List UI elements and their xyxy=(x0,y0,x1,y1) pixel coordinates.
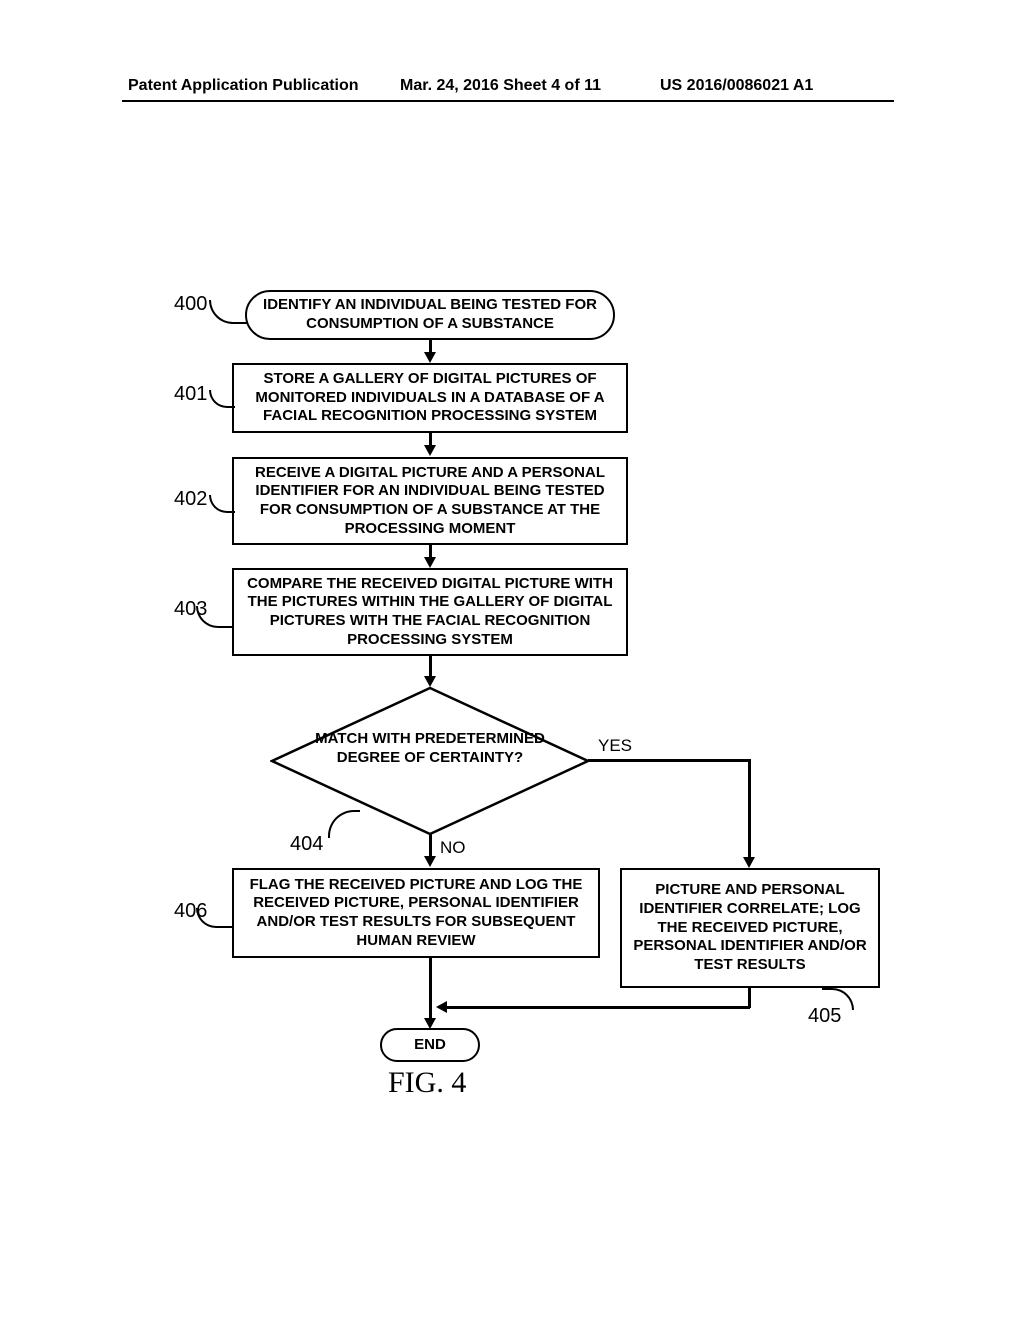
figure-caption: FIG. 4 xyxy=(388,1066,466,1100)
arrow-405-join xyxy=(436,1001,447,1013)
label-400: 400 xyxy=(174,293,207,316)
arrow-400-401 xyxy=(424,352,436,363)
node-406-text: FLAG THE RECEIVED PICTURE AND LOG THE RE… xyxy=(240,876,592,951)
node-400-text: IDENTIFY AN INDIVIDUAL BEING TESTED FOR … xyxy=(253,296,607,334)
node-406: FLAG THE RECEIVED PICTURE AND LOG THE RE… xyxy=(232,868,600,958)
header-right: US 2016/0086021 A1 xyxy=(660,77,813,95)
callout-401 xyxy=(209,390,235,408)
label-401: 401 xyxy=(174,383,207,406)
node-402-text: RECEIVE A DIGITAL PICTURE AND A PERSONAL… xyxy=(240,464,620,539)
edge-404-405-v xyxy=(748,759,751,859)
node-end: END xyxy=(380,1028,480,1062)
arrow-402-403 xyxy=(424,557,436,568)
edge-406-end xyxy=(429,958,432,1020)
label-404: 404 xyxy=(290,833,323,856)
edge-404-405-h xyxy=(588,759,748,762)
edge-405-end-h xyxy=(445,1006,750,1009)
node-402: RECEIVE A DIGITAL PICTURE AND A PERSONAL… xyxy=(232,457,628,545)
edge-403-404 xyxy=(429,656,432,678)
node-end-text: END xyxy=(414,1036,446,1055)
page: Patent Application Publication Mar. 24, … xyxy=(0,0,1024,1320)
label-no: NO xyxy=(440,838,466,858)
arrow-401-402 xyxy=(424,445,436,456)
arrow-404-406 xyxy=(424,856,436,867)
callout-400 xyxy=(209,300,247,324)
edge-405-end-v xyxy=(748,988,751,1008)
node-401-text: STORE A GALLERY OF DIGITAL PICTURES OF M… xyxy=(240,370,620,426)
callout-402 xyxy=(209,495,235,513)
node-405: PICTURE AND PERSONAL IDENTIFIER CORRELAT… xyxy=(620,868,880,988)
header-rule xyxy=(122,100,894,102)
header-center: Mar. 24, 2016 Sheet 4 of 11 xyxy=(400,77,601,95)
arrow-404-405 xyxy=(743,857,755,868)
header-left: Patent Application Publication xyxy=(128,77,359,95)
callout-403 xyxy=(196,606,234,628)
node-400-start: IDENTIFY AN INDIVIDUAL BEING TESTED FOR … xyxy=(245,290,615,340)
node-403: COMPARE THE RECEIVED DIGITAL PICTURE WIT… xyxy=(232,568,628,656)
node-404-text: MATCH WITH PREDETERMINED DEGREE OF CERTA… xyxy=(300,730,560,768)
callout-406 xyxy=(196,908,234,928)
node-403-text: COMPARE THE RECEIVED DIGITAL PICTURE WIT… xyxy=(240,575,620,650)
node-401: STORE A GALLERY OF DIGITAL PICTURES OF M… xyxy=(232,363,628,433)
label-402: 402 xyxy=(174,488,207,511)
edge-404-406 xyxy=(429,834,432,858)
label-yes: YES xyxy=(598,736,632,756)
node-405-text: PICTURE AND PERSONAL IDENTIFIER CORRELAT… xyxy=(628,881,872,975)
callout-405 xyxy=(822,988,854,1010)
